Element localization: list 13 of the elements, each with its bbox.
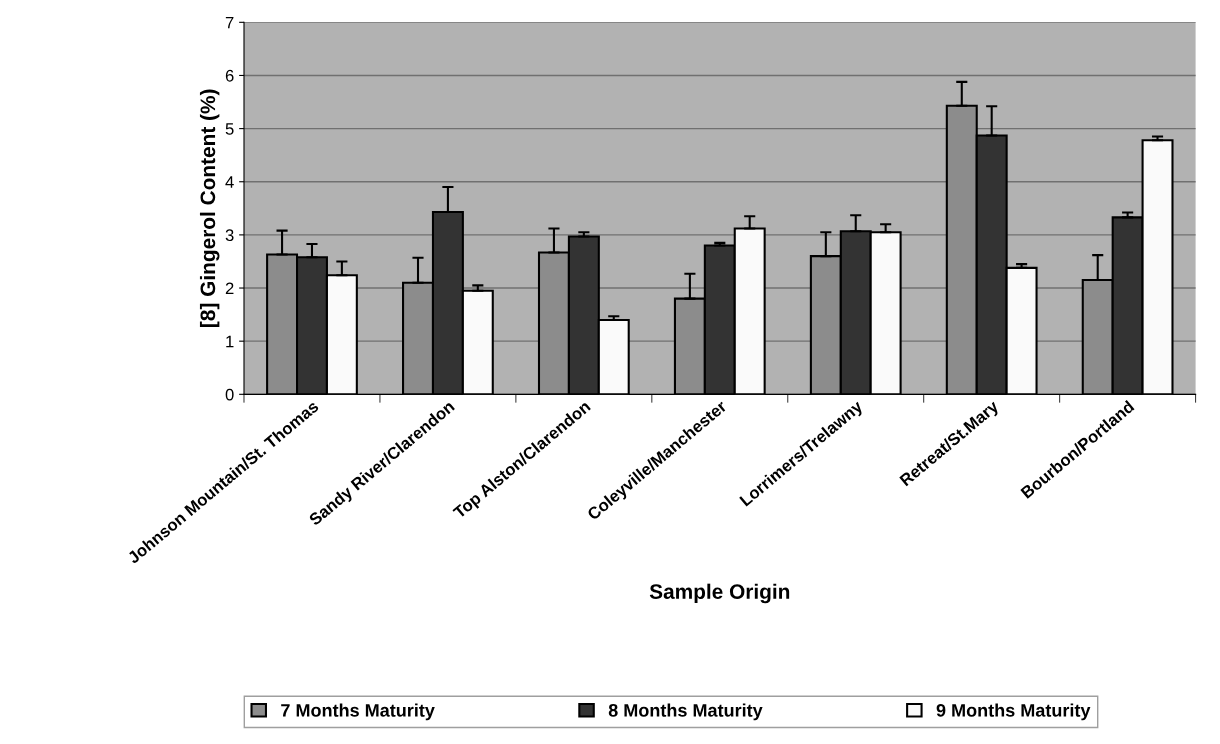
y-tick-label: 3 [225,229,234,242]
y-axis-title: [8] Gingerol Content (%) [199,89,220,327]
y-tick-label: 7 [225,16,234,29]
legend-label: 7 Months Maturity [281,703,435,721]
x-axis-title: Sample Origin [649,583,790,604]
legend-label: 8 Months Maturity [608,703,763,721]
legend-label: 9 Months Maturity [936,703,1091,721]
y-tick-label: 1 [226,335,234,348]
y-tick-label: 0 [225,388,234,401]
y-tick-label: 2 [225,282,234,295]
y-tick-label: 4 [225,176,234,188]
y-tick-label: 6 [225,69,234,82]
y-tick-label: 5 [225,123,234,135]
